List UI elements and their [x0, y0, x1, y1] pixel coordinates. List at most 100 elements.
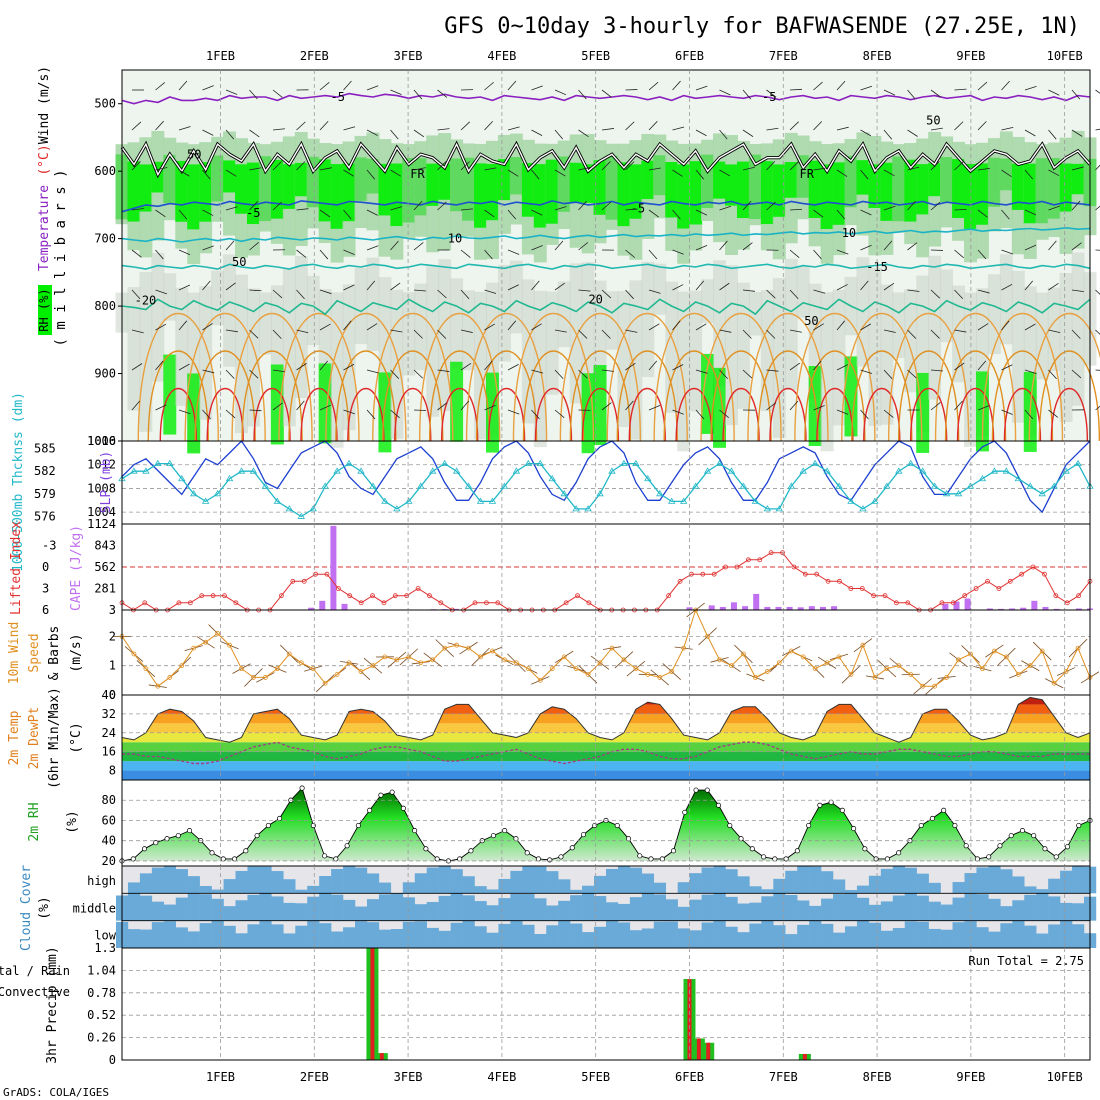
wind-barb: [1048, 369, 1057, 380]
lifted-index-marker: [313, 571, 319, 577]
cloud-cover-bar: [355, 921, 368, 948]
wind-barb: [484, 323, 496, 331]
contour-label: 50: [187, 147, 201, 161]
cloud-cover-bar: [390, 929, 404, 948]
wind-barb: [907, 200, 916, 211]
near-surface-isotherm: [231, 313, 313, 442]
thickness-marker: [560, 490, 568, 497]
cloud-cover-bar: [450, 922, 463, 948]
wind-barb: [930, 201, 941, 211]
thickness-marker: [584, 505, 592, 512]
wind-barb: [554, 282, 565, 291]
wind-barb: [601, 89, 612, 98]
wind-barb: [648, 81, 659, 91]
wind-barb: [977, 167, 990, 171]
precip-tick-label: 0.26: [87, 1031, 116, 1045]
cloud-cover-bar: [319, 893, 332, 921]
rh-shade-mid: [127, 287, 141, 411]
cloud-cover-bar: [701, 894, 714, 921]
10m-wind-marker: [573, 666, 579, 672]
rh-marker: [322, 853, 328, 859]
wind-tick-label: 1: [109, 659, 116, 673]
lifted-index-marker: [962, 593, 968, 599]
cloud-cover-bar: [856, 920, 870, 948]
cloud-cover-bar: [844, 926, 858, 948]
wind-barb: [413, 409, 427, 411]
rh-shade-wet: [1059, 163, 1073, 212]
wind-barb: [789, 208, 803, 211]
near-surface-isotherm: [440, 387, 479, 442]
date-label-bottom: 3FEB: [394, 1070, 423, 1084]
wind-barb: [460, 161, 470, 171]
wind-barb: [789, 329, 802, 333]
rh-marker: [423, 846, 429, 852]
10m-wind-marker: [251, 675, 256, 680]
lifted-index-marker: [279, 593, 284, 599]
cloud-cover-bar: [295, 889, 308, 894]
cloud-cover-bar: [510, 893, 523, 921]
rh-shade-mid: [450, 278, 464, 369]
cloud-cover-bar: [247, 924, 260, 948]
rh-shade-mid: [402, 292, 416, 376]
wind-barb: [225, 369, 235, 379]
wind-barb: [625, 208, 638, 211]
wind-barb: [719, 169, 731, 177]
slp-tick-label: 1016: [87, 434, 116, 448]
10m-wind-marker: [729, 663, 734, 669]
near-surface-isotherm: [1038, 350, 1100, 442]
wind-barb: [319, 360, 329, 371]
wind-barb: [836, 284, 848, 291]
lifted-index-marker: [176, 600, 182, 606]
cape-bar: [1009, 608, 1016, 610]
cloud-cover-bar: [390, 893, 404, 921]
wind-barb: [131, 329, 144, 334]
rh-shade-wet: [904, 159, 918, 222]
rh2m-axis-unit: (%): [65, 810, 80, 833]
rh-marker: [704, 787, 710, 793]
thickness-marker: [1074, 459, 1082, 467]
near-surface-isotherm: [663, 350, 725, 442]
wind-barb: [413, 200, 423, 211]
rh-marker: [986, 854, 992, 860]
wind-barb: [343, 409, 355, 415]
wind-barb: [813, 209, 824, 218]
10m-wind-marker: [597, 660, 603, 666]
run-total-label: Run Total = 2.75: [968, 954, 1084, 968]
temp-band: [122, 742, 1090, 752]
rh-shade-wet: [665, 162, 679, 218]
thickness-marker: [345, 459, 353, 467]
rh-shade-wet: [1035, 158, 1049, 224]
near-surface-isotherm: [934, 313, 1017, 442]
wind-barb: [460, 249, 471, 258]
10m-wind-marker: [705, 633, 710, 639]
isotherm-5: [121, 200, 1091, 213]
wind-barb: [1001, 283, 1013, 291]
10m-wind-marker: [286, 651, 292, 657]
rh-marker: [513, 836, 519, 842]
near-surface-isotherm: [769, 387, 807, 442]
wind-barb: [272, 201, 283, 211]
contour-label: -20: [135, 294, 157, 308]
rh-marker: [806, 822, 812, 829]
near-surface-isotherm: [722, 387, 760, 442]
wind-barb: [390, 129, 399, 140]
contour-label: FR: [410, 167, 425, 181]
temp-band: [122, 713, 1090, 724]
cloud-cover-bar: [940, 904, 953, 921]
wind-barb: [531, 85, 543, 91]
rh-axis-label: RH (%): [37, 288, 51, 331]
cloud-cover-bar: [1000, 869, 1013, 894]
near-surface-isotherm: [944, 350, 1007, 442]
temp-axis-unit: (°C): [69, 722, 84, 753]
cloud-cover-bar: [952, 897, 965, 921]
date-label-bottom: 8FEB: [863, 1070, 892, 1084]
wind-barb: [319, 249, 329, 260]
wind-barb: [601, 402, 612, 411]
cloud-cover-bar: [725, 869, 738, 894]
cloud-cover-bar: [821, 898, 834, 921]
rh-marker: [670, 848, 677, 854]
cloud-cover-bar: [844, 889, 858, 894]
thickness-marker: [799, 467, 807, 474]
near-surface-isotherm: [757, 350, 819, 442]
cloud-cover-bar: [689, 930, 702, 948]
